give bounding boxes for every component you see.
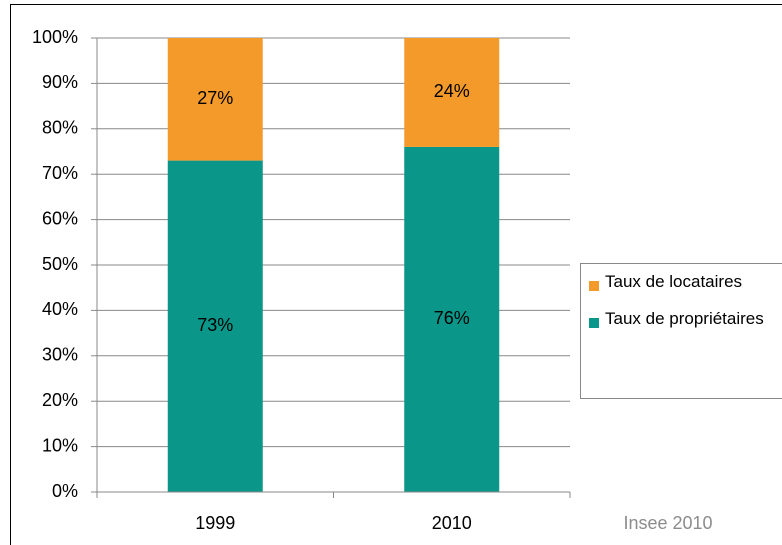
y-tick-label: 30% [42, 345, 78, 365]
y-tick-label: 60% [42, 208, 78, 228]
y-tick-label: 0% [52, 481, 78, 501]
legend: Taux de locataires Taux de propriétaires [580, 263, 782, 399]
y-tick-label: 40% [42, 299, 78, 319]
bar-segment [404, 38, 500, 147]
legend-item: Taux de locataires [589, 272, 782, 297]
y-tick-label: 20% [42, 390, 78, 410]
bar-segment [404, 146, 500, 492]
data-label: 76% [434, 308, 470, 328]
source-note: Insee 2010 [623, 513, 712, 533]
legend-label: Taux de propriétaires [605, 309, 764, 328]
chart-border [10, 4, 782, 545]
legend-swatch [589, 318, 599, 328]
legend-swatch [589, 281, 599, 291]
legend-label: Taux de locataires [605, 272, 743, 291]
bar-segment [167, 38, 263, 161]
y-tick-label: 10% [42, 435, 78, 455]
data-label: 27% [197, 88, 233, 108]
legend-item: Taux de propriétaires [589, 309, 782, 334]
data-label: 24% [434, 81, 470, 101]
x-tick-label: 1999 [195, 513, 235, 533]
bar-segment [167, 160, 263, 492]
y-tick-label: 80% [42, 118, 78, 138]
y-tick-label: 50% [42, 254, 78, 274]
x-tick-label: 2010 [432, 513, 472, 533]
y-tick-label: 90% [42, 72, 78, 92]
data-label: 73% [197, 315, 233, 335]
y-tick-label: 70% [42, 163, 78, 183]
y-tick-label: 100% [32, 27, 78, 47]
